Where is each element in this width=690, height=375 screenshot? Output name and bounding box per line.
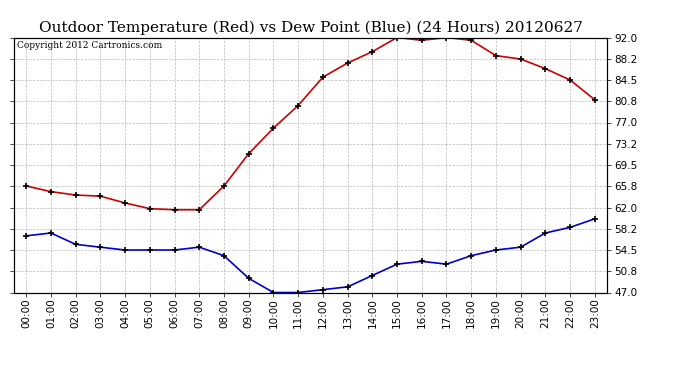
Title: Outdoor Temperature (Red) vs Dew Point (Blue) (24 Hours) 20120627: Outdoor Temperature (Red) vs Dew Point (…	[39, 21, 582, 35]
Text: Copyright 2012 Cartronics.com: Copyright 2012 Cartronics.com	[17, 41, 162, 50]
